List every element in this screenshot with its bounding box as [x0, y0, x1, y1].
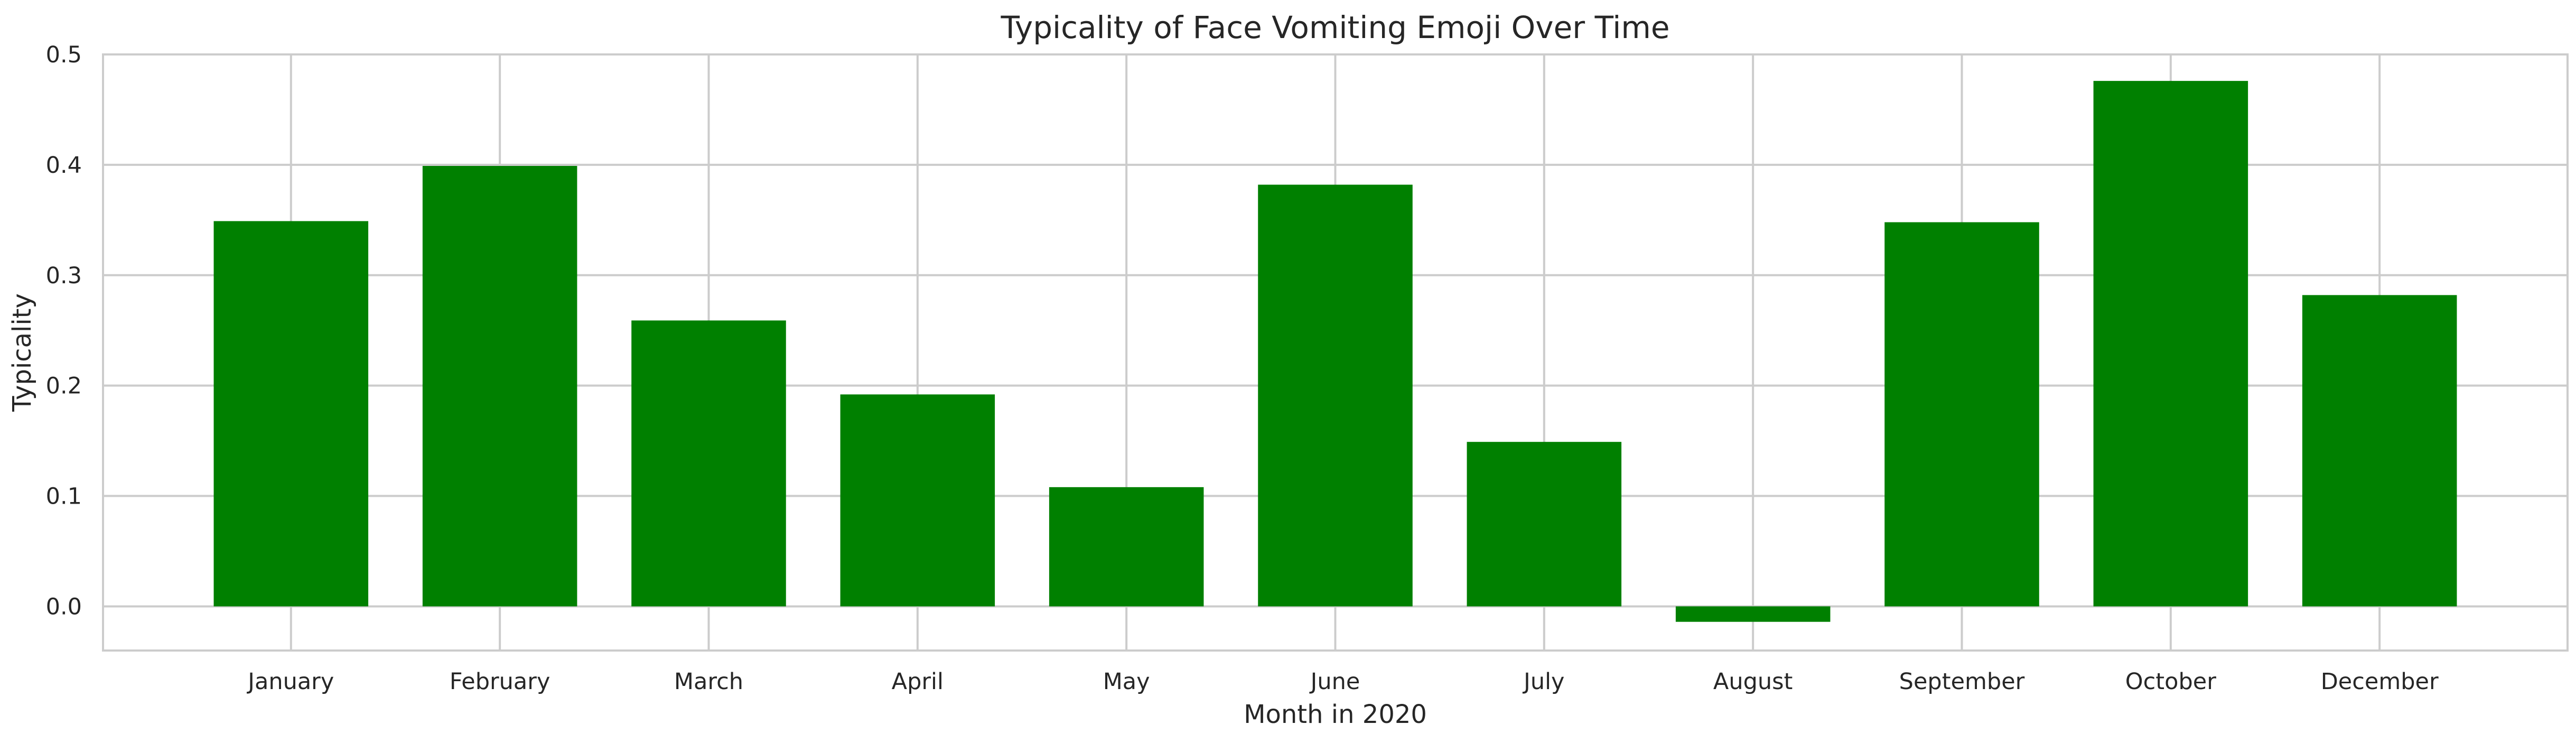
x-axis-label: Month in 2020	[1244, 700, 1427, 729]
y-tick-labels: 0.0 0.1 0.2 0.3 0.4 0.5	[46, 42, 82, 620]
bar-december	[2302, 295, 2457, 607]
x-tick-label: July	[1522, 668, 1564, 695]
y-tick-label: 0.2	[46, 373, 82, 400]
plot-frame	[102, 53, 2569, 652]
y-tick-label: 0.3	[46, 263, 82, 289]
bar-april	[840, 394, 995, 607]
y-axis-label: Typicality	[7, 293, 37, 412]
bar-february	[422, 165, 577, 607]
x-tick-label: March	[674, 668, 743, 695]
x-tick-labels: January February March April May June July Augu…	[246, 668, 2439, 695]
bar-august	[1675, 606, 1831, 622]
y-tick-label: 0.4	[46, 152, 82, 179]
x-tick-label: December	[2321, 668, 2439, 695]
bars	[213, 81, 2457, 622]
bar-march	[631, 320, 786, 607]
y-tick-label: 0.0	[46, 593, 82, 620]
chart-title: Typicality of Face Vomiting Emoji Over T…	[1000, 10, 1669, 45]
x-tick-label: January	[246, 668, 334, 695]
bar-june	[1258, 184, 1413, 607]
x-tick-label: October	[2125, 668, 2216, 695]
y-tick-label: 0.5	[46, 42, 82, 68]
y-tick-label: 0.1	[46, 484, 82, 510]
x-tick-label: May	[1103, 668, 1150, 695]
x-tick-label: August	[1713, 668, 1793, 695]
bar-july	[1467, 442, 1622, 607]
x-tick-label: February	[450, 668, 550, 695]
bar-october	[2093, 81, 2248, 607]
bar-may	[1049, 487, 1204, 607]
bar-september	[1884, 222, 2039, 607]
x-tick-label: September	[1899, 668, 2025, 695]
bar-january	[213, 221, 369, 607]
x-tick-label: April	[892, 668, 944, 695]
x-tick-label: June	[1309, 668, 1360, 695]
